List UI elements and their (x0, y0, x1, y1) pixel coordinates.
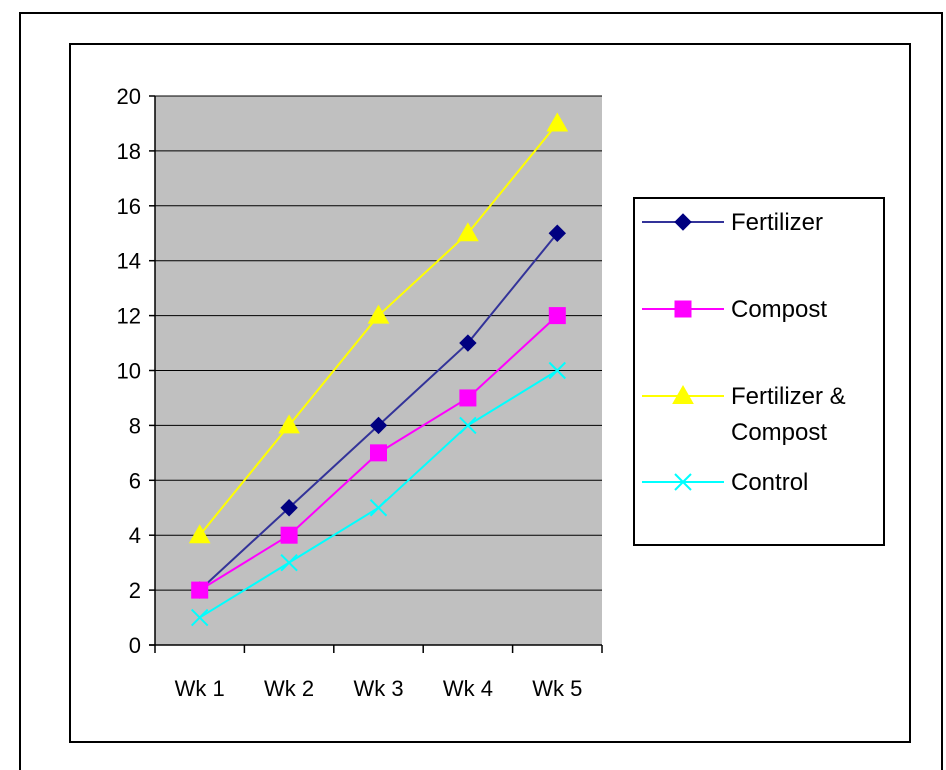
data-point-s1-4 (548, 307, 566, 325)
data-point-s1-2 (370, 444, 387, 462)
y-tick-label: 16 (117, 194, 141, 219)
data-point-s3-2 (369, 499, 388, 517)
legend-label: Control (731, 469, 808, 496)
y-tick-label: 14 (117, 249, 141, 274)
data-point-s1-1 (280, 526, 298, 544)
y-tick-label: 8 (129, 413, 141, 438)
series-markers (188, 112, 569, 627)
data-point-s0-2 (369, 416, 388, 435)
legend-marker-1 (674, 300, 692, 318)
legend-label: Fertilizer (731, 209, 823, 236)
data-point-s3-0-stroke-b (190, 608, 209, 627)
data-point-s3-1 (280, 553, 298, 572)
legend-marker-2 (672, 384, 694, 404)
axes (149, 95, 603, 653)
y-tick-label: 10 (117, 359, 141, 384)
x-tick-label: Wk 3 (353, 676, 403, 701)
x-tick-label: Wk 4 (443, 676, 493, 701)
x-tick-labels: Wk 1 Wk 2 Wk 3 Wk 4 Wk 5 (175, 676, 583, 701)
data-point-s1-3 (459, 389, 477, 407)
y-tick-label: 0 (129, 633, 141, 658)
y-tick-label: 18 (117, 139, 141, 164)
data-point-s2-4 (546, 112, 569, 132)
legend-marker-3 (674, 473, 692, 491)
data-point-s0-1 (280, 499, 298, 517)
x-tick-label: Wk 5 (532, 676, 582, 701)
x-tick-label: Wk 1 (175, 676, 225, 701)
data-point-s0-4 (548, 224, 567, 242)
y-tick-labels: 0 2 4 6 8 10 12 14 16 18 20 (117, 84, 141, 658)
data-point-s2-0 (188, 524, 211, 544)
data-point-s3-1-stroke-b (280, 553, 298, 572)
gridlines (155, 95, 602, 591)
data-point-s1-0 (191, 581, 209, 599)
legend-box (633, 197, 885, 546)
legend-marker-3-stroke-b (674, 473, 692, 491)
data-point-s3-4-stroke-b (548, 361, 567, 380)
x-tick-label: Wk 2 (264, 676, 314, 701)
y-tick-label: 12 (117, 304, 141, 329)
data-point-s3-2-stroke-b (369, 499, 388, 517)
legend-label: Compost (731, 419, 827, 446)
outer-frame (19, 12, 943, 770)
data-point-s2-2 (367, 304, 390, 324)
legend-label: Compost (731, 296, 827, 323)
legend-marker-0 (674, 213, 692, 231)
data-point-s2-3 (457, 222, 479, 242)
data-point-s3-0 (190, 608, 209, 627)
y-tick-label: 4 (129, 523, 141, 548)
legend: Fertilizer Compost Fertilizer & Compost Cont… (633, 197, 885, 546)
data-point-s3-4 (548, 361, 567, 380)
data-point-s3-3 (459, 416, 477, 435)
legend-label: Fertilizer & (731, 383, 846, 410)
data-point-s2-1 (278, 414, 300, 434)
y-tick-label: 20 (117, 84, 141, 109)
data-point-s0-3 (459, 334, 477, 352)
y-tick-label: 2 (129, 578, 141, 603)
data-point-s3-3-stroke-b (459, 416, 477, 435)
y-tick-label: 6 (129, 468, 141, 493)
